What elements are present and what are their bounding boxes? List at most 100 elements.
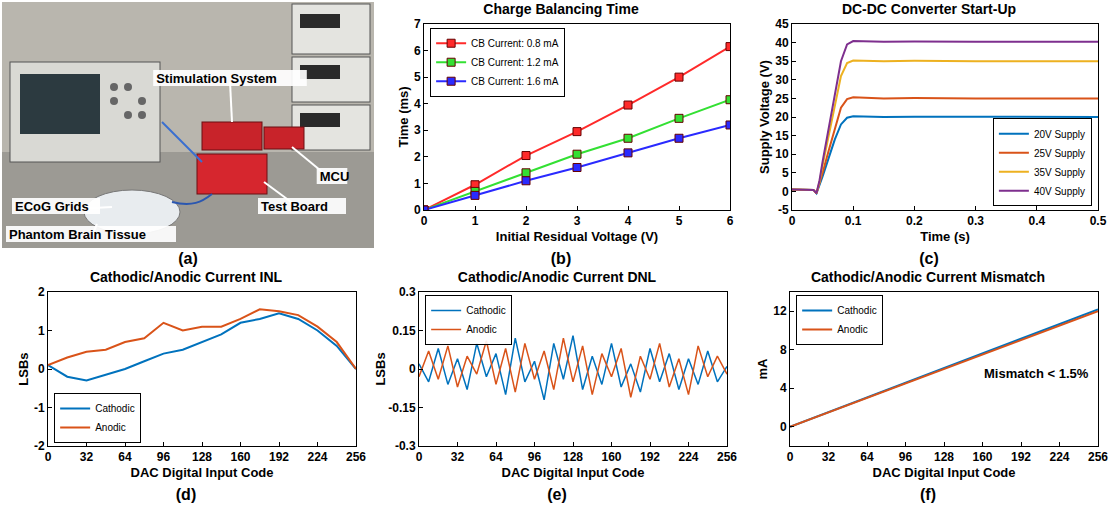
svg-text:35V Supply: 35V Supply	[1034, 167, 1085, 178]
svg-text:64: 64	[489, 450, 503, 464]
svg-text:0: 0	[421, 214, 428, 228]
svg-text:mA: mA	[755, 358, 770, 380]
svg-text:7: 7	[414, 17, 421, 31]
svg-text:-0.15: -0.15	[388, 401, 416, 415]
svg-text:DAC Digital Input Code: DAC Digital Input Code	[873, 465, 1016, 480]
svg-text:MCU: MCU	[320, 169, 350, 184]
svg-text:64: 64	[860, 450, 874, 464]
svg-text:20: 20	[775, 110, 789, 124]
svg-text:40: 40	[775, 36, 789, 50]
svg-text:0: 0	[38, 362, 45, 376]
svg-text:25V Supply: 25V Supply	[1034, 148, 1085, 159]
svg-text:12: 12	[773, 304, 787, 318]
svg-text:2: 2	[414, 150, 421, 164]
svg-text:Cathodic: Cathodic	[95, 403, 134, 414]
svg-text:30: 30	[775, 73, 789, 87]
svg-text:Cathodic: Cathodic	[837, 305, 876, 316]
svg-text:DC-DC Converter Start-Up: DC-DC Converter Start-Up	[842, 1, 1016, 17]
svg-text:Initial Residual Voltage (V): Initial Residual Voltage (V)	[496, 229, 658, 244]
svg-text:96: 96	[157, 450, 171, 464]
svg-text:0.1: 0.1	[845, 214, 862, 228]
svg-text:Anodic: Anodic	[95, 422, 126, 433]
svg-text:1: 1	[472, 214, 479, 228]
svg-text:192: 192	[1011, 450, 1031, 464]
svg-text:0.4: 0.4	[1028, 214, 1045, 228]
svg-text:20V Supply: 20V Supply	[1034, 129, 1085, 140]
svg-text:96: 96	[899, 450, 913, 464]
svg-text:160: 160	[972, 450, 992, 464]
svg-text:2: 2	[523, 214, 530, 228]
svg-text:64: 64	[118, 450, 132, 464]
svg-text:128: 128	[192, 450, 212, 464]
svg-text:Cathodic/Anodic Current INL: Cathodic/Anodic Current INL	[90, 269, 283, 285]
svg-text:Mismatch < 1.5%: Mismatch < 1.5%	[984, 366, 1089, 381]
svg-text:32: 32	[451, 450, 465, 464]
svg-text:4: 4	[780, 381, 787, 395]
svg-text:Time (ms): Time (ms)	[396, 86, 411, 147]
svg-text:0: 0	[782, 185, 789, 199]
svg-text:Supply Voltage (V): Supply Voltage (V)	[757, 60, 772, 174]
svg-text:-1: -1	[34, 401, 45, 415]
svg-text:96: 96	[528, 450, 542, 464]
svg-text:0: 0	[787, 450, 794, 464]
svg-text:128: 128	[563, 450, 583, 464]
svg-text:40V Supply: 40V Supply	[1034, 186, 1085, 197]
svg-text:Phantom Brain Tissue: Phantom Brain Tissue	[9, 227, 146, 242]
svg-text:LSBs: LSBs	[16, 352, 31, 385]
svg-text:DAC Digital Input Code: DAC Digital Input Code	[131, 465, 274, 480]
svg-text:160: 160	[601, 450, 621, 464]
svg-text:ECoG Grids: ECoG Grids	[15, 199, 89, 214]
svg-text:5: 5	[414, 70, 421, 84]
svg-text:0: 0	[409, 362, 416, 376]
svg-text:LSBs: LSBs	[373, 352, 388, 385]
svg-text:0.3: 0.3	[967, 214, 984, 228]
svg-text:Charge Balancing Time: Charge Balancing Time	[483, 1, 639, 17]
svg-text:5: 5	[676, 214, 683, 228]
svg-text:256: 256	[346, 450, 366, 464]
svg-text:-5: -5	[778, 203, 789, 217]
svg-text:0: 0	[780, 420, 787, 434]
svg-text:Test Board: Test Board	[261, 199, 328, 214]
svg-text:0: 0	[45, 450, 52, 464]
svg-text:1: 1	[38, 324, 45, 338]
svg-text:128: 128	[934, 450, 954, 464]
svg-text:0: 0	[416, 450, 423, 464]
svg-text:25: 25	[775, 92, 789, 106]
svg-text:Anodic: Anodic	[466, 324, 497, 335]
svg-text:224: 224	[307, 450, 327, 464]
svg-text:256: 256	[1088, 450, 1108, 464]
svg-text:224: 224	[1049, 450, 1069, 464]
svg-text:CB Current: 0.8 mA: CB Current: 0.8 mA	[471, 38, 559, 49]
svg-text:32: 32	[80, 450, 94, 464]
svg-text:DAC Digital Input Code: DAC Digital Input Code	[502, 465, 645, 480]
svg-text:Cathodic: Cathodic	[466, 305, 505, 316]
svg-text:4: 4	[414, 97, 421, 111]
svg-text:1: 1	[414, 177, 421, 191]
svg-text:192: 192	[269, 450, 289, 464]
svg-text:CB Current: 1.2 mA: CB Current: 1.2 mA	[471, 57, 559, 68]
svg-text:0.2: 0.2	[906, 214, 923, 228]
svg-text:Anodic: Anodic	[837, 324, 868, 335]
svg-text:45: 45	[775, 17, 789, 31]
svg-text:3: 3	[574, 214, 581, 228]
svg-text:0.3: 0.3	[399, 285, 416, 299]
svg-text:6: 6	[727, 214, 734, 228]
svg-text:Stimulation System: Stimulation System	[156, 71, 277, 86]
svg-text:8: 8	[780, 343, 787, 357]
svg-text:256: 256	[717, 450, 737, 464]
svg-text:Time (s): Time (s)	[920, 229, 970, 244]
svg-text:224: 224	[678, 450, 698, 464]
svg-text:10: 10	[775, 147, 789, 161]
svg-text:Cathodic/Anodic Current DNL: Cathodic/Anodic Current DNL	[458, 269, 657, 285]
svg-text:0: 0	[789, 214, 796, 228]
svg-text:6: 6	[414, 44, 421, 58]
svg-text:192: 192	[640, 450, 660, 464]
svg-text:0: 0	[414, 203, 421, 217]
svg-text:15: 15	[775, 129, 789, 143]
svg-text:160: 160	[230, 450, 250, 464]
svg-text:4: 4	[625, 214, 632, 228]
svg-text:-0.3: -0.3	[395, 439, 416, 453]
svg-text:5: 5	[782, 166, 789, 180]
svg-text:32: 32	[822, 450, 836, 464]
svg-text:3: 3	[414, 123, 421, 137]
